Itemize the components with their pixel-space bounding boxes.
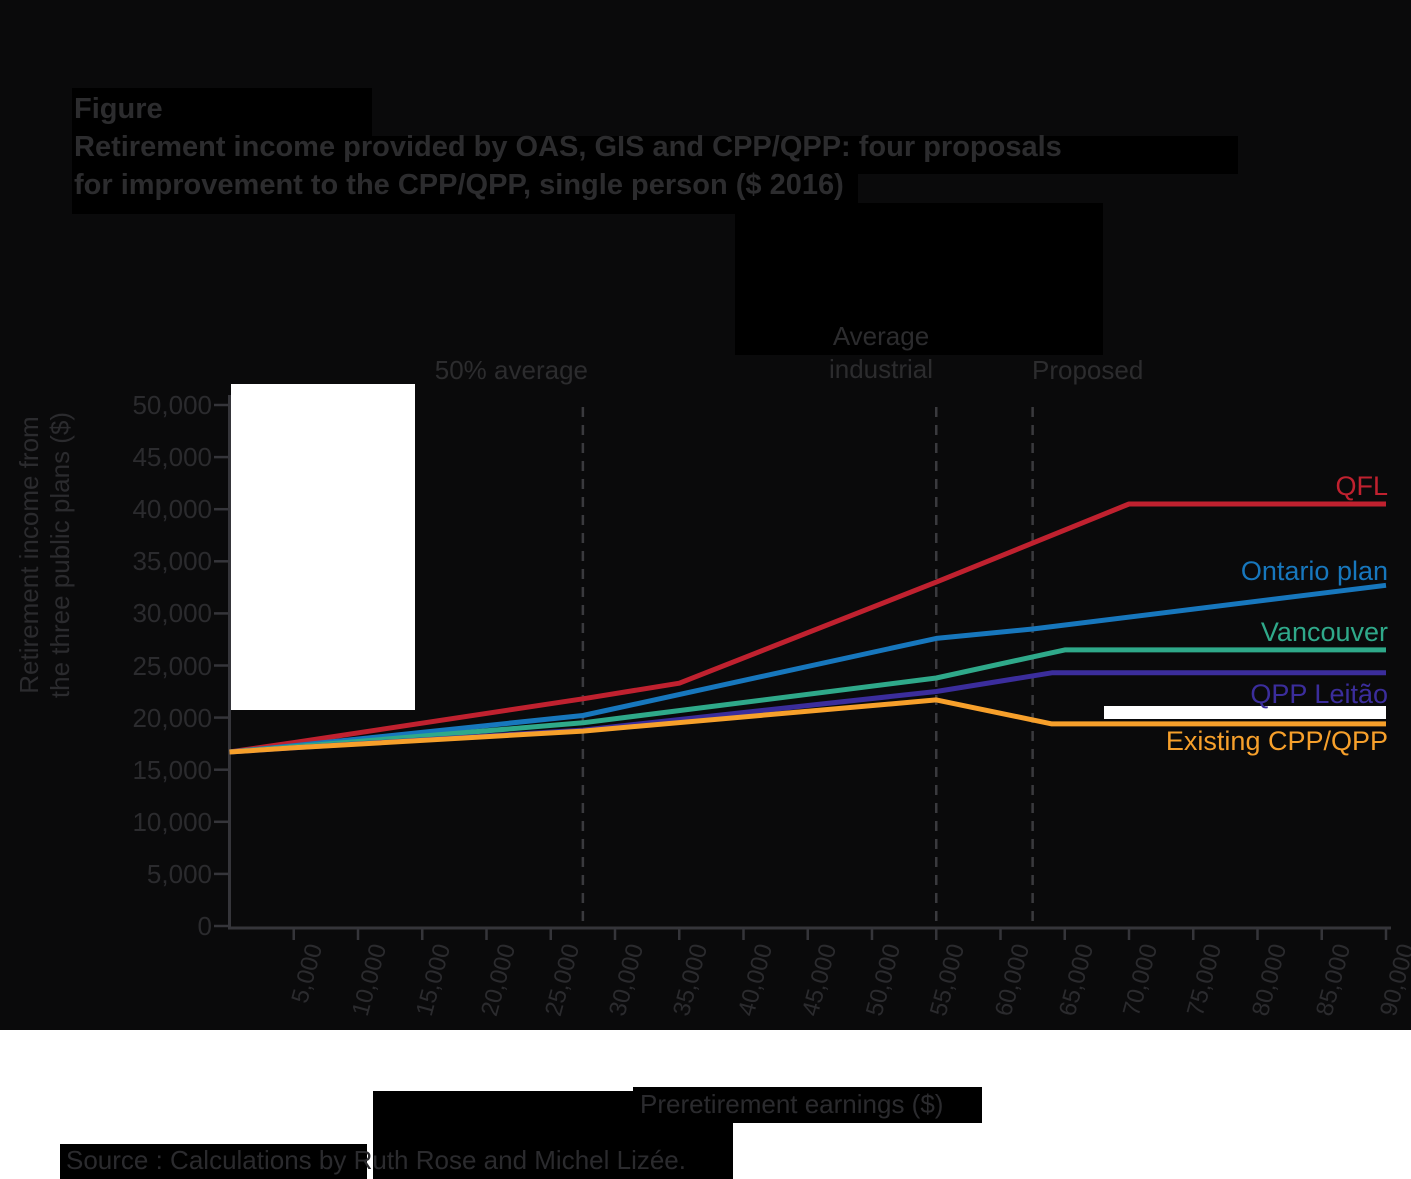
x-axis-title: Preretirement earnings ($) bbox=[640, 1089, 944, 1119]
guide-label: 50% average bbox=[288, 354, 588, 387]
title-backdrop-figure bbox=[72, 88, 372, 138]
figure-title-line2: for improvement to the CPP/QPP, single p… bbox=[74, 169, 844, 201]
y-tick-label: 10,000 bbox=[132, 806, 212, 837]
y-tick-label: 30,000 bbox=[132, 598, 212, 629]
y-tick-label: 45,000 bbox=[132, 442, 212, 473]
x-tick-label: 65,000 bbox=[1053, 941, 1099, 1019]
figure-title-line1: Retirement income provided by OAS, GIS a… bbox=[74, 131, 1062, 163]
y-tick-label: 15,000 bbox=[132, 754, 212, 785]
bottom-backdrop-xlabel bbox=[633, 1087, 982, 1123]
y-tick-label: 25,000 bbox=[132, 650, 212, 681]
series-line-qfl bbox=[229, 501, 1386, 755]
guide-label: Proposed bbox=[1032, 354, 1332, 387]
x-tick-label: 60,000 bbox=[989, 941, 1035, 1019]
x-tick-label: 40,000 bbox=[732, 941, 778, 1019]
guide-label-line: industrial bbox=[828, 354, 934, 384]
figure-title-block: Figure Retirement income provided by OAS… bbox=[74, 90, 1254, 204]
x-axis-tick-labels: 5,000 10,000 15,000 20,000 25,000 30,000 35,00… bbox=[286, 941, 1411, 1019]
x-tick-label: 30,000 bbox=[604, 941, 650, 1019]
x-tick-label: 50,000 bbox=[861, 941, 907, 1019]
y-tick-label: 50,000 bbox=[132, 390, 212, 420]
title-backdrop-line1 bbox=[72, 136, 1238, 174]
x-tick-label: 80,000 bbox=[1246, 941, 1292, 1019]
series-line-existing-cpp-qpp bbox=[229, 697, 1386, 755]
y-tick-label: 35,000 bbox=[132, 546, 212, 577]
figure-label: Figure bbox=[74, 93, 163, 125]
legend-label-existing-cpp-qpp: Existing CPP/QPP bbox=[1165, 726, 1388, 756]
annotation-backdrop bbox=[735, 203, 1103, 355]
legend-label-vancouver: Vancouver bbox=[1260, 617, 1388, 647]
bottom-backdrop-source-lead bbox=[60, 1144, 367, 1179]
y-tick-label: 0 bbox=[197, 911, 212, 941]
x-tick-label: 90,000 bbox=[1375, 941, 1411, 1019]
x-tick-label: 55,000 bbox=[925, 941, 971, 1019]
source-note: Source : Calculations by Ruth Rose and M… bbox=[66, 1145, 686, 1175]
white-patch-legend bbox=[1104, 706, 1386, 719]
legend-label-qpp-leit-o: QPP Leitão bbox=[1250, 679, 1388, 709]
x-tick-label: 5,000 bbox=[286, 941, 328, 1007]
y-tick-label: 40,000 bbox=[132, 494, 212, 525]
x-tick-label: 10,000 bbox=[347, 941, 393, 1019]
guide-label-line: Proposed bbox=[1032, 355, 1144, 385]
white-patch-plot bbox=[231, 384, 415, 710]
title-backdrop-line2 bbox=[72, 174, 858, 214]
x-tick-label: 35,000 bbox=[668, 941, 714, 1019]
x-tick-label: 25,000 bbox=[539, 941, 585, 1019]
y-tick-label: 5,000 bbox=[146, 858, 212, 889]
x-tick-label: 75,000 bbox=[1182, 941, 1228, 1019]
x-tick-label: 15,000 bbox=[411, 941, 457, 1019]
y-tick-label: 20,000 bbox=[132, 702, 212, 733]
guide-label-line: 50% average bbox=[434, 355, 588, 385]
legend-label-ontario-plan: Ontario plan bbox=[1240, 556, 1388, 586]
x-tick-label: 20,000 bbox=[475, 941, 521, 1019]
x-tick-label: 70,000 bbox=[1118, 941, 1164, 1019]
x-tick-label: 85,000 bbox=[1310, 941, 1356, 1019]
guide-label: Average industrial bbox=[731, 320, 1031, 386]
x-tick-label: 45,000 bbox=[796, 941, 842, 1019]
legend-label-qfl: QFL bbox=[1335, 471, 1388, 501]
guide-label-line: Average bbox=[832, 321, 930, 351]
